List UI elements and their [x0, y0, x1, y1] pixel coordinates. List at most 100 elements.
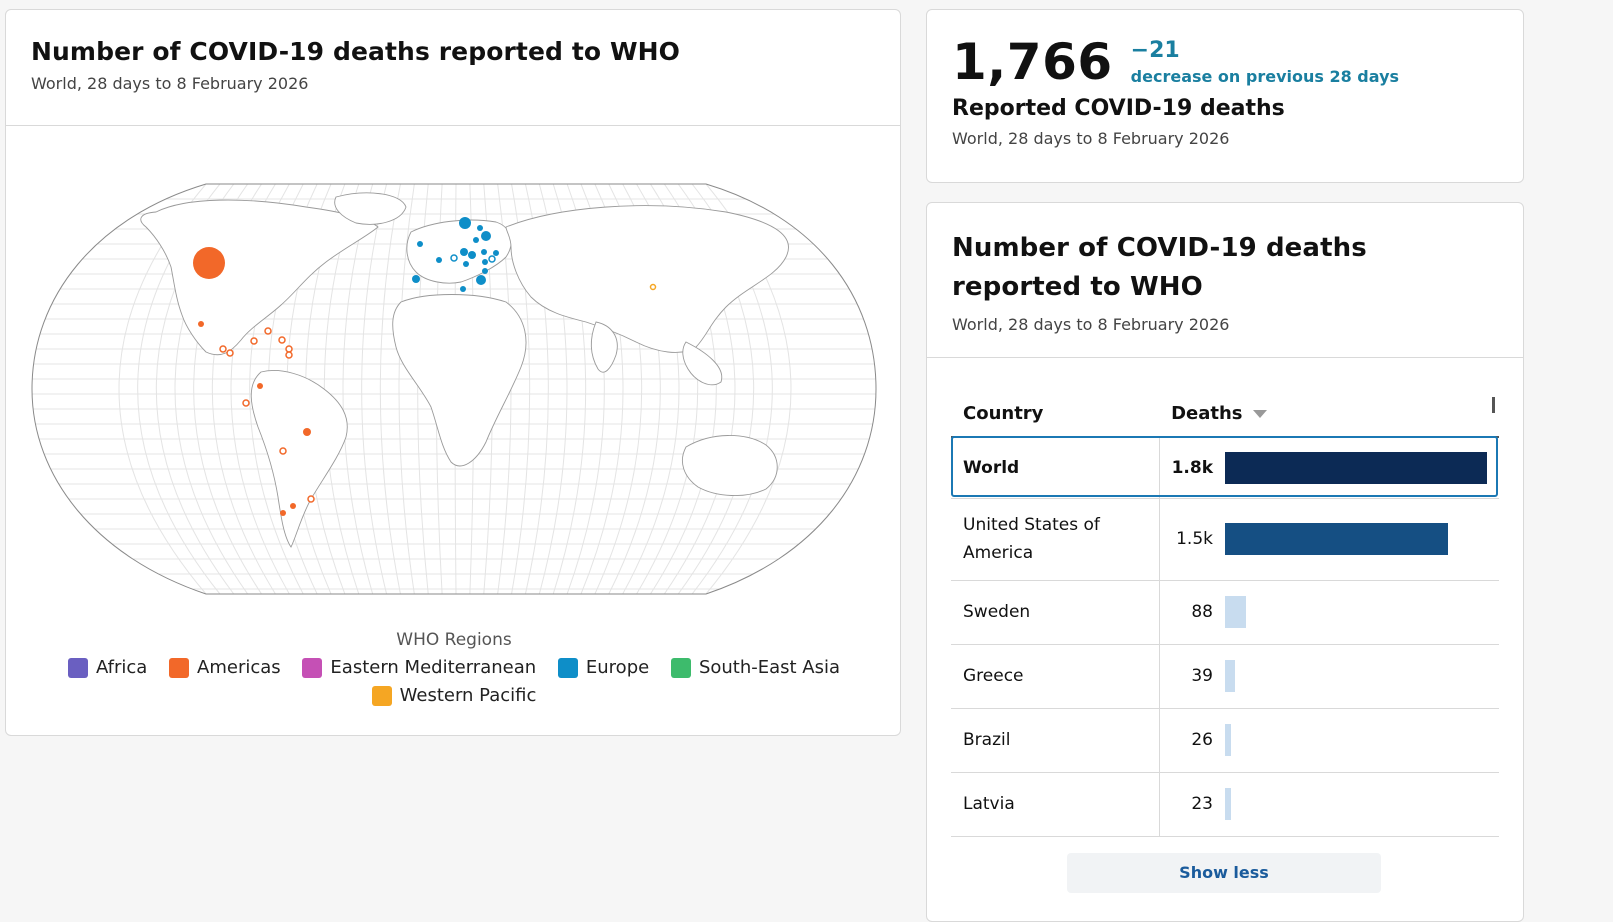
country-bubble[interactable] — [226, 349, 234, 357]
column-header-country[interactable]: Country — [951, 390, 1160, 438]
stat-card: 1,766 −21 decrease on previous 28 days R… — [926, 9, 1524, 183]
table-row[interactable]: Sweden 88 — [951, 580, 1499, 645]
deaths-bar — [1225, 523, 1448, 555]
table-card: Number of COVID-19 deaths reported to WH… — [926, 202, 1524, 922]
country-bubble[interactable] — [482, 259, 488, 265]
table-row[interactable]: Brazil 26 — [951, 708, 1499, 773]
country-bubble[interactable] — [463, 261, 469, 267]
country-bubble[interactable] — [493, 250, 499, 256]
table-row[interactable]: United States of America 1.5k — [951, 498, 1499, 581]
country-bubble[interactable] — [257, 383, 263, 389]
country-bubble[interactable] — [459, 217, 471, 229]
table-title: Number of COVID-19 deaths reported to WH… — [952, 233, 1367, 302]
legend-item-south-east-asia[interactable]: South-East Asia — [670, 657, 841, 678]
country-bubble[interactable] — [412, 275, 420, 283]
stat-label: Reported COVID-19 deaths — [952, 96, 1285, 121]
country-bubble[interactable] — [436, 257, 442, 263]
delta-text: decrease on previous 28 days — [1130, 67, 1400, 86]
country-bubble[interactable] — [250, 337, 258, 345]
legend-item-eastern-mediterranean[interactable]: Eastern Mediterranean — [302, 657, 536, 678]
deaths-bar — [1225, 788, 1231, 820]
legend-item-africa[interactable]: Africa — [67, 657, 148, 678]
country-bubble[interactable] — [279, 447, 287, 455]
column-header-deaths[interactable]: Deaths — [1159, 390, 1499, 438]
country-bubble[interactable] — [303, 428, 311, 436]
deaths-bar-cell — [1225, 437, 1499, 499]
country-cell: United States of America — [951, 498, 1160, 581]
bubble-layer — [193, 217, 657, 516]
map-card: Number of COVID-19 deaths reported to WH… — [5, 9, 901, 736]
country-bubble[interactable] — [290, 503, 296, 509]
country-bubble[interactable] — [278, 336, 286, 344]
delta-block: −21 decrease on previous 28 days — [1131, 38, 1399, 86]
deaths-bar — [1225, 596, 1246, 628]
deaths-bar-cell — [1225, 498, 1499, 581]
legend-label: Western Pacific — [399, 685, 537, 706]
country-bubble[interactable] — [285, 345, 293, 353]
country-bubble[interactable] — [219, 345, 227, 353]
legend-item-western-pacific[interactable]: Western Pacific — [371, 685, 537, 706]
legend-swatch-south-east-asia — [670, 657, 691, 678]
deaths-value-cell: 23 — [1159, 772, 1225, 837]
legend-label: South-East Asia — [698, 657, 841, 678]
country-bubble[interactable] — [242, 399, 250, 407]
legend-row-2: Western Pacific — [6, 685, 902, 711]
country-bubble[interactable] — [264, 327, 272, 335]
legend-item-europe[interactable]: Europe — [557, 657, 650, 678]
country-bubble[interactable] — [649, 283, 657, 291]
deaths-bar-cell — [1225, 580, 1499, 645]
country-bubble[interactable] — [477, 225, 483, 231]
country-cell: Latvia — [951, 772, 1160, 837]
country-bubble[interactable] — [460, 286, 466, 292]
legend-item-americas[interactable]: Americas — [169, 657, 281, 678]
deaths-value-cell: 1.5k — [1159, 498, 1225, 581]
country-bubble[interactable] — [476, 275, 486, 285]
country-bubble[interactable] — [473, 237, 479, 243]
delta-value: −21 — [1130, 38, 1180, 63]
south-america — [250, 370, 348, 548]
deaths-value-cell: 26 — [1159, 708, 1225, 773]
country-bubble[interactable] — [417, 241, 423, 247]
country-bubble[interactable] — [193, 247, 225, 279]
table-row[interactable]: World 1.8k — [951, 437, 1499, 499]
legend-row-1: Africa Americas Eastern Mediterranean Eu… — [6, 657, 902, 683]
table-card-header: Number of COVID-19 deaths reported to WH… — [927, 203, 1523, 358]
legend-label: Europe — [585, 657, 650, 678]
table-row[interactable]: Latvia 23 — [951, 772, 1499, 837]
table-row[interactable]: Greece 39 — [951, 644, 1499, 709]
country-cell: Brazil — [951, 708, 1160, 773]
stat-subtitle: World, 28 days to 8 February 2026 — [952, 129, 1230, 148]
show-less-button[interactable]: Show less — [1067, 853, 1381, 893]
country-cell: Greece — [951, 644, 1160, 709]
deaths-bar — [1225, 724, 1231, 756]
india — [590, 321, 618, 373]
country-bubble[interactable] — [307, 495, 315, 503]
country-bubble[interactable] — [460, 248, 468, 256]
country-cell: Sweden — [951, 580, 1160, 645]
greenland — [334, 192, 407, 225]
country-bubble[interactable] — [198, 321, 204, 327]
legend-title: WHO Regions — [396, 630, 512, 650]
country-bubble[interactable] — [488, 255, 496, 263]
legend-swatch-americas — [169, 657, 190, 678]
deaths-value-cell: 39 — [1159, 644, 1225, 709]
legend-swatch-europe — [557, 657, 578, 678]
country-bubble[interactable] — [482, 268, 488, 274]
legend-label: Africa — [95, 657, 148, 678]
country-bubble[interactable] — [280, 510, 286, 516]
sort-desc-icon[interactable] — [1252, 409, 1267, 418]
country-bubble[interactable] — [285, 351, 293, 359]
country-bubble[interactable] — [450, 254, 458, 262]
country-bubble[interactable] — [468, 251, 476, 259]
asia — [505, 205, 789, 353]
map-title: Number of COVID-19 deaths reported to WH… — [31, 37, 680, 66]
deaths-table: Country Deaths World 1.8k United States of… — [951, 390, 1499, 837]
country-bubble[interactable] — [481, 249, 487, 255]
country-bubble[interactable] — [481, 231, 491, 241]
africa — [392, 294, 527, 467]
stat-line: 1,766 −21 decrease on previous 28 days — [952, 34, 1523, 90]
legend-label: Americas — [197, 657, 281, 678]
world-map[interactable] — [6, 127, 900, 617]
deaths-bar-cell — [1225, 708, 1499, 773]
map-subtitle: World, 28 days to 8 February 2026 — [31, 74, 309, 93]
